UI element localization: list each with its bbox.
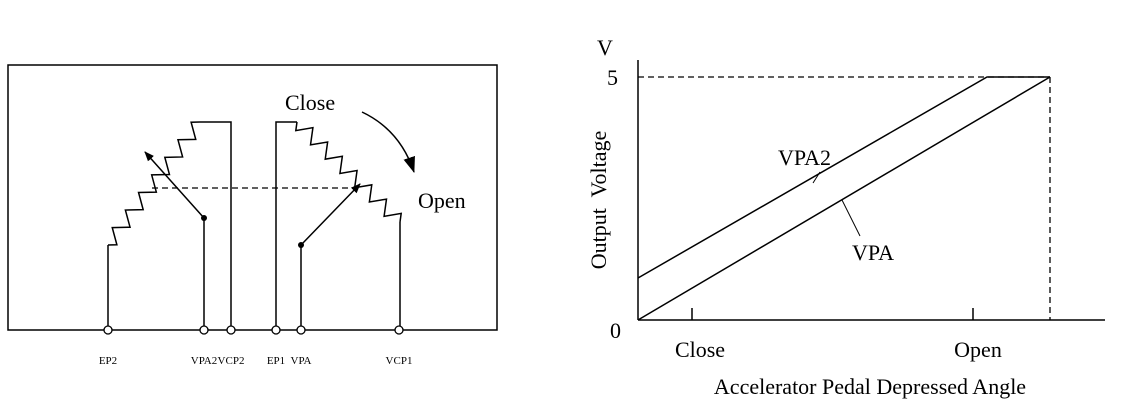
open-label: Open — [418, 188, 466, 213]
close-label: Close — [285, 90, 335, 115]
terminal-label: VPA2 — [191, 355, 218, 367]
x-tick-label: Close — [675, 337, 725, 362]
terminal-label: VPA — [291, 355, 312, 367]
wiper-pivot — [201, 215, 207, 221]
resistor — [107, 121, 201, 246]
terminal — [199, 325, 209, 335]
terminal-label: VCP1 — [386, 355, 413, 367]
terminal — [296, 325, 306, 335]
circuit: Close Open EP2 VPA2 VCP2 EP1 VPA VCP1 — [7, 64, 498, 367]
leader — [841, 199, 861, 237]
y-axis-label: Output Voltage — [586, 131, 611, 270]
wire — [200, 121, 232, 330]
x-tick-label: Open — [954, 337, 1002, 362]
y-tick-label: 5 — [607, 65, 618, 90]
vpa2-line — [637, 76, 1050, 279]
terminal — [271, 325, 281, 335]
terminal — [394, 325, 404, 335]
terminal-label: EP2 — [99, 355, 117, 367]
line-label: VPA2 — [778, 145, 831, 170]
vpa-line — [637, 76, 1051, 321]
leader — [812, 171, 821, 184]
wiper-arrow — [300, 183, 361, 246]
wire — [275, 121, 297, 330]
resistor — [294, 121, 403, 223]
x-axis-label: Accelerator Pedal Depressed Angle — [714, 374, 1026, 399]
terminal-label: EP1 — [267, 355, 285, 367]
wires — [107, 111, 415, 330]
wiper-arrow — [144, 151, 205, 219]
y-tick-label: 0 — [610, 318, 621, 343]
terminal — [226, 325, 236, 335]
line-label: VPA — [852, 240, 894, 265]
rotation-arrow — [361, 111, 415, 173]
wiper-pivot — [298, 242, 304, 248]
terminal-label: VCP2 — [218, 355, 245, 367]
sensor-box — [7, 64, 498, 331]
terminal — [103, 325, 113, 335]
y-unit: V — [597, 35, 613, 60]
graph: V 5 0 Close Open Accelerator Pedal Depre… — [586, 35, 1105, 399]
